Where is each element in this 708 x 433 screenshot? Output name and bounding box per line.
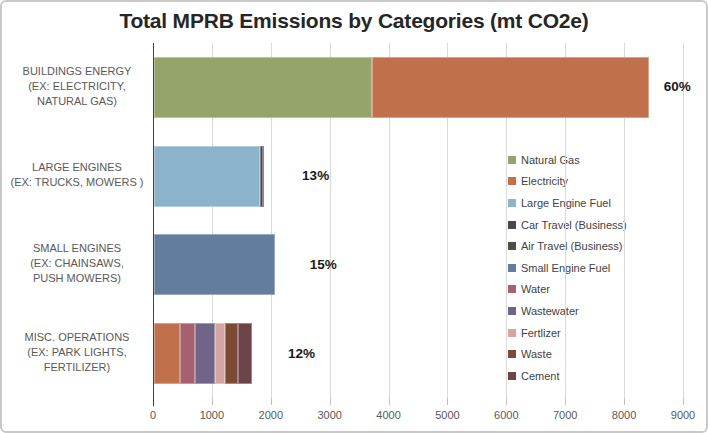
bar-row (154, 234, 275, 295)
legend-swatch-icon (508, 372, 516, 380)
legend-item-large-engine-fuel: Large Engine Fuel (508, 192, 627, 214)
chart-title: Total MPRB Emissions by Categories (mt C… (2, 9, 706, 33)
percent-data-label: 13% (302, 168, 329, 183)
bar-segment-air-travel-business (263, 146, 264, 207)
x-axis-tick (212, 398, 213, 405)
legend-swatch-icon (508, 221, 516, 229)
legend-label: Car Travel (Business) (521, 219, 627, 231)
x-axis-tick (389, 398, 390, 405)
bar-segment-wastewater (195, 323, 215, 384)
legend-item-electricity: Electricity (508, 171, 627, 193)
x-axis-tick-label: 4000 (376, 409, 400, 421)
legend-swatch-icon (508, 285, 516, 293)
x-axis-tick (506, 398, 507, 405)
legend-swatch-icon (508, 350, 516, 358)
percent-data-label: 12% (288, 346, 315, 361)
x-axis-tick-label: 7000 (553, 409, 577, 421)
x-axis-tick-label: 2000 (259, 409, 283, 421)
category-label: LARGE ENGINES(EX: TRUCKS, MOWERS ) (7, 160, 147, 190)
bar-segment-electricity (154, 323, 180, 384)
percent-data-label: 15% (310, 257, 337, 272)
bar-segment-electricity (372, 57, 649, 118)
category-label: BUILDINGS ENERGY(EX: ELECTRICITY,NATURAL… (7, 64, 147, 109)
legend-item-car-travel-business: Car Travel (Business) (508, 214, 627, 236)
category-label-line: SMALL ENGINES (7, 241, 147, 256)
legend-label: Wastewater (521, 305, 579, 317)
legend-label: Electricity (521, 175, 568, 187)
bar-segment-small-engine-fuel (154, 234, 275, 295)
x-axis-tick-label: 9000 (671, 409, 695, 421)
legend-swatch-icon (508, 242, 516, 250)
legend-label: Water (521, 283, 550, 295)
x-axis-tick (565, 398, 566, 405)
category-label-line: LARGE ENGINES (7, 160, 147, 175)
legend-item-cement: Cement (508, 365, 627, 387)
legend: Natural Gas Electricity Large Engine Fuel C… (502, 147, 633, 389)
category-label-line: BUILDINGS ENERGY (7, 64, 147, 79)
x-axis-tick (683, 398, 684, 405)
legend-label: Natural Gas (521, 154, 580, 166)
bar-segment-natural-gas (154, 57, 372, 118)
category-label-line: NATURAL GAS) (7, 94, 147, 109)
x-axis-tick-label: 3000 (317, 409, 341, 421)
x-axis-tick-label: 0 (150, 409, 156, 421)
legend-label: Waste (521, 348, 552, 360)
bar-segment-fertlizer (215, 323, 225, 384)
bar-row (154, 57, 649, 118)
emissions-stacked-bar-chart: Total MPRB Emissions by Categories (mt C… (0, 0, 708, 433)
legend-swatch-icon (508, 199, 516, 207)
legend-label: Cement (521, 370, 560, 382)
category-label-line: PUSH MOWERS) (7, 271, 147, 286)
legend-item-water: Water (508, 279, 627, 301)
bar-segment-water (180, 323, 195, 384)
category-label-line: (EX: TRUCKS, MOWERS ) (7, 175, 147, 190)
legend-item-wastewater: Wastewater (508, 300, 627, 322)
gridline (683, 43, 684, 398)
x-axis-tick-label: 6000 (494, 409, 518, 421)
category-label-line: FERTILIZER) (7, 360, 147, 375)
legend-swatch-icon (508, 156, 516, 164)
x-axis-tick (271, 398, 272, 405)
category-label-line: MISC. OPERATIONS (7, 330, 147, 345)
bar-row (154, 146, 264, 207)
x-axis-tick-label: 8000 (612, 409, 636, 421)
legend-swatch-icon (508, 329, 516, 337)
x-axis-tick-label: 1000 (200, 409, 224, 421)
bar-row (154, 323, 252, 384)
bar-segment-large-engine-fuel (154, 146, 260, 207)
legend-item-fertlizer: Fertlizer (508, 322, 627, 344)
x-axis-tick-label: 5000 (435, 409, 459, 421)
legend-label: Air Travel (Business) (521, 240, 622, 252)
legend-swatch-icon (508, 307, 516, 315)
x-axis-tick (624, 398, 625, 405)
legend-label: Fertlizer (521, 327, 561, 339)
bar-segment-waste (225, 323, 238, 384)
legend-item-small-engine-fuel: Small Engine Fuel (508, 257, 627, 279)
category-label: SMALL ENGINES(EX: CHAINSAWS,PUSH MOWERS) (7, 241, 147, 286)
category-label-line: (EX: PARK LIGHTS, (7, 345, 147, 360)
legend-swatch-icon (508, 177, 516, 185)
category-label-line: (EX: ELECTRICITY, (7, 79, 147, 94)
legend-swatch-icon (508, 264, 516, 272)
percent-data-label: 60% (664, 79, 691, 94)
x-axis-tick (330, 398, 331, 405)
category-label-line: (EX: CHAINSAWS, (7, 256, 147, 271)
legend-item-waste: Waste (508, 343, 627, 365)
x-axis-tick (447, 398, 448, 405)
legend-item-air-travel-business: Air Travel (Business) (508, 235, 627, 257)
bar-segment-cement (238, 323, 252, 384)
category-label: MISC. OPERATIONS(EX: PARK LIGHTS,FERTILI… (7, 330, 147, 375)
legend-item-natural-gas: Natural Gas (508, 149, 627, 171)
